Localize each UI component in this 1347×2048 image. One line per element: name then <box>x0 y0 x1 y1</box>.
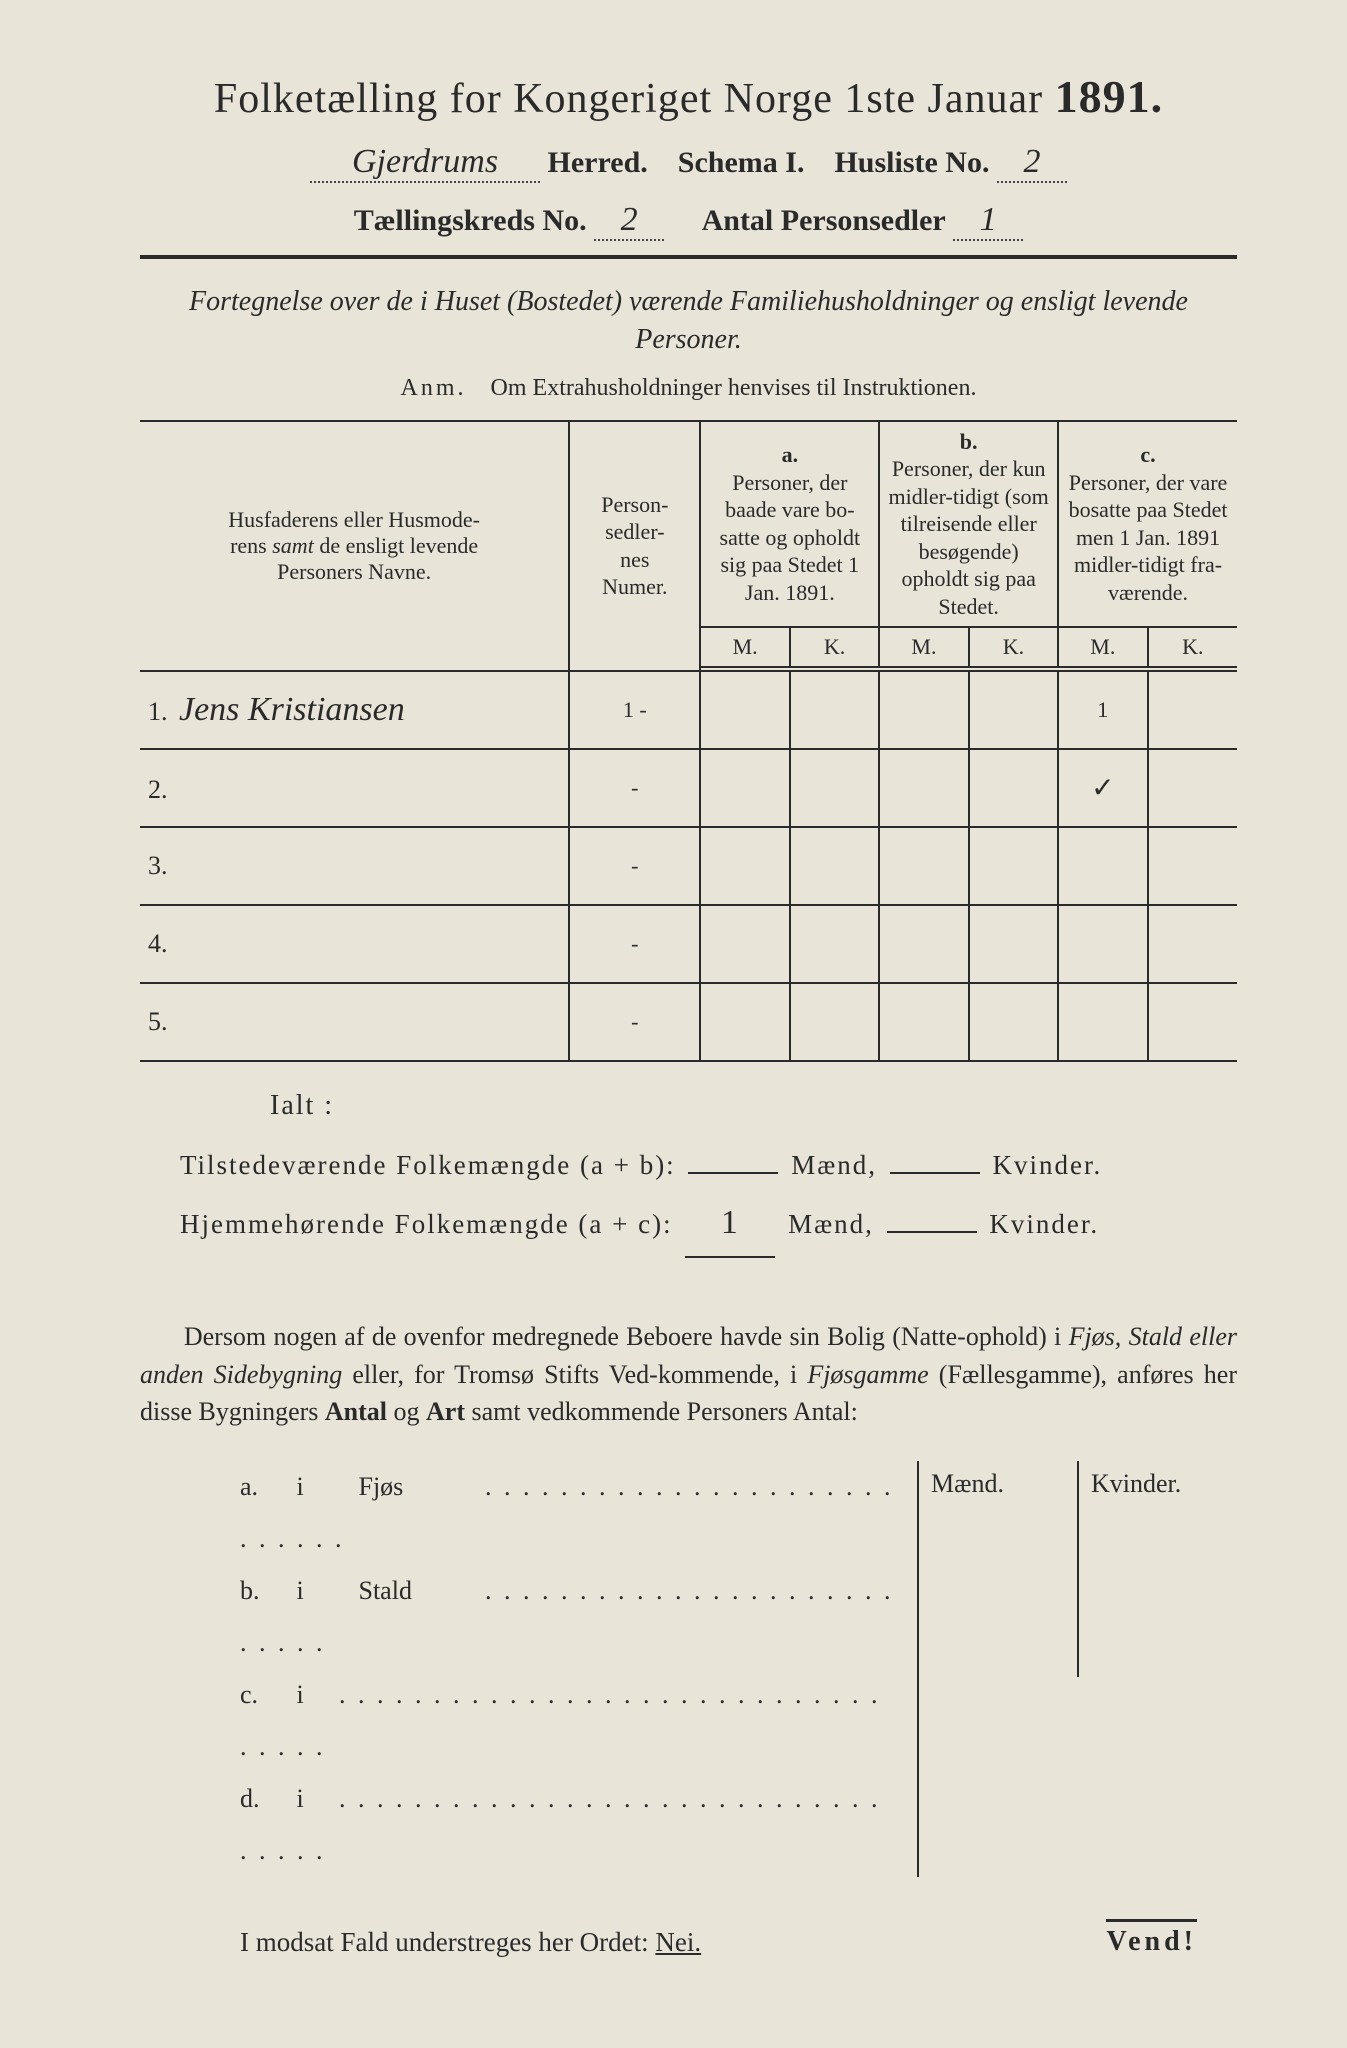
group-a-header: a. Personer, der baade vare bo-satte og … <box>700 421 879 628</box>
a-k-header: K. <box>790 627 879 667</box>
header-line-3: Tællingskreds No. 2 Antal Personsedler 1 <box>140 201 1237 241</box>
col-names-1: Husfaderens eller Husmode- <box>148 507 560 533</box>
mk-body <box>919 1507 1237 1677</box>
kreds-value: 2 <box>594 201 664 241</box>
b-m-header: M. <box>879 627 968 667</box>
a-k-cell <box>790 749 879 827</box>
census-form-page: Folketælling for Kongeriget Norge 1ste J… <box>0 0 1347 2048</box>
hjemme-k-value <box>887 1231 977 1233</box>
ialt-label: Ialt : <box>270 1090 1237 1122</box>
title-prefix: Folketælling for Kongeriget Norge 1ste J… <box>214 76 1043 122</box>
num-cell: - <box>569 983 700 1061</box>
num-cell: - <box>569 905 700 983</box>
total-line-1: Tilstedeværende Folkemængde (a + b): Mæn… <box>180 1140 1237 1191</box>
kreds-label: Tællingskreds No. <box>354 204 587 237</box>
tilstede-k-value <box>890 1172 980 1174</box>
paragraph: Dersom nogen af de ovenfor medregnede Be… <box>140 1318 1237 1431</box>
table-row: 4. - <box>140 905 1237 983</box>
hjemme-m-value: 1 <box>685 1191 775 1258</box>
a-m-header: M. <box>700 627 789 667</box>
name-cell-2: 2. <box>140 749 569 827</box>
name-cell-4: 4. <box>140 905 569 983</box>
husliste-label: Husliste No. <box>834 146 989 179</box>
name-cell-3: 3. <box>140 827 569 905</box>
b-k-cell <box>969 671 1058 749</box>
col-names-3: Personers Navne. <box>148 559 560 585</box>
totals-block: Tilstedeværende Folkemængde (a + b): Mæn… <box>180 1140 1237 1258</box>
bldg-line-d: d. i . . . . . . . . . . . . . . . . . .… <box>240 1773 897 1877</box>
buildings-block: a. i Fjøs . . . . . . . . . . . . . . . … <box>140 1461 1237 1877</box>
group-a-label: a. <box>709 441 870 469</box>
title-year: 1891. <box>1055 71 1164 122</box>
schema-label: Schema I. <box>678 146 805 179</box>
buildings-list: a. i Fjøs . . . . . . . . . . . . . . . … <box>140 1461 917 1877</box>
name-cell-5: 5. <box>140 983 569 1061</box>
bldg-line-c: c. i . . . . . . . . . . . . . . . . . .… <box>240 1669 897 1773</box>
herred-label: Herred. <box>548 146 648 179</box>
group-b-desc: Personer, der kun midler-tidigt (som til… <box>888 455 1049 620</box>
a-k-cell <box>790 671 879 749</box>
b-k-header: K. <box>969 627 1058 667</box>
group-b-label: b. <box>888 428 1049 456</box>
table-row: 1. Jens Kristiansen 1 - 1 <box>140 671 1237 749</box>
husliste-value: 2 <box>997 143 1067 183</box>
nei-word: Nei. <box>655 1927 701 1957</box>
mk-k-col <box>1079 1507 1237 1677</box>
a-m-cell <box>700 749 789 827</box>
c-k-cell <box>1148 671 1237 749</box>
group-c-header: c. Personer, der vare bosatte paa Stedet… <box>1058 421 1237 628</box>
c-m-cell: ✓ <box>1058 749 1147 827</box>
group-a-desc: Personer, der baade vare bo-satte og oph… <box>709 469 870 607</box>
tilstede-m-value <box>688 1172 778 1174</box>
col-names-2: rens samt de ensligt levende <box>148 533 560 559</box>
mk-k-label: Kvinder. <box>1079 1461 1237 1507</box>
num-cell: 1 - <box>569 671 700 749</box>
table-row: 2. - ✓ <box>140 749 1237 827</box>
c-m-header: M. <box>1058 627 1147 667</box>
mk-header: Mænd. Kvinder. <box>919 1461 1237 1507</box>
group-c-desc: Personer, der vare bosatte paa Stedet me… <box>1067 469 1229 607</box>
bldg-line-a: a. i Fjøs . . . . . . . . . . . . . . . … <box>240 1461 897 1565</box>
c-k-header: K. <box>1148 627 1237 667</box>
num-cell: - <box>569 749 700 827</box>
num-cell: - <box>569 827 700 905</box>
subtitle: Fortegnelse over de i Huset (Bostedet) v… <box>140 283 1237 359</box>
mk-m-col <box>919 1507 1079 1677</box>
c-m-cell: 1 <box>1058 671 1147 749</box>
divider <box>140 255 1237 259</box>
table-row: 3. - <box>140 827 1237 905</box>
herred-value: Gjerdrums <box>310 143 540 183</box>
b-m-cell <box>879 671 968 749</box>
bldg-line-b: b. i Stald . . . . . . . . . . . . . . .… <box>240 1565 897 1669</box>
a-m-cell <box>700 671 789 749</box>
c-k-cell <box>1148 749 1237 827</box>
vend-label: Vend! <box>1106 1919 1197 1958</box>
antal-value: 1 <box>953 201 1023 241</box>
anm-label: Anm. <box>401 375 467 401</box>
b-m-cell <box>879 749 968 827</box>
anm-text: Om Extrahusholdninger henvises til Instr… <box>491 375 977 401</box>
total-line-2: Hjemmehørende Folkemængde (a + c): 1 Mæn… <box>180 1191 1237 1258</box>
mk-m-label: Mænd. <box>919 1461 1079 1507</box>
header-line-2: Gjerdrums Herred. Schema I. Husliste No.… <box>140 143 1237 183</box>
census-table: Husfaderens eller Husmode- rens samt de … <box>140 420 1237 1063</box>
group-b-header: b. Personer, der kun midler-tidigt (som … <box>879 421 1058 628</box>
page-title: Folketælling for Kongeriget Norge 1ste J… <box>140 70 1237 123</box>
anm-line: Anm. Om Extrahusholdninger henvises til … <box>140 375 1237 402</box>
name-cell-1: 1. Jens Kristiansen <box>140 671 569 749</box>
group-c-label: c. <box>1067 441 1229 469</box>
antal-label: Antal Personsedler <box>702 204 946 237</box>
footer-line: I modsat Fald understreges her Ordet: Ne… <box>240 1927 1237 1958</box>
col-names-header: Husfaderens eller Husmode- rens samt de … <box>140 421 569 672</box>
b-k-cell <box>969 749 1058 827</box>
table-row: 5. - <box>140 983 1237 1061</box>
mk-table: Mænd. Kvinder. <box>917 1461 1237 1877</box>
col-num-header: Person- sedler- nes Numer. <box>569 421 700 672</box>
